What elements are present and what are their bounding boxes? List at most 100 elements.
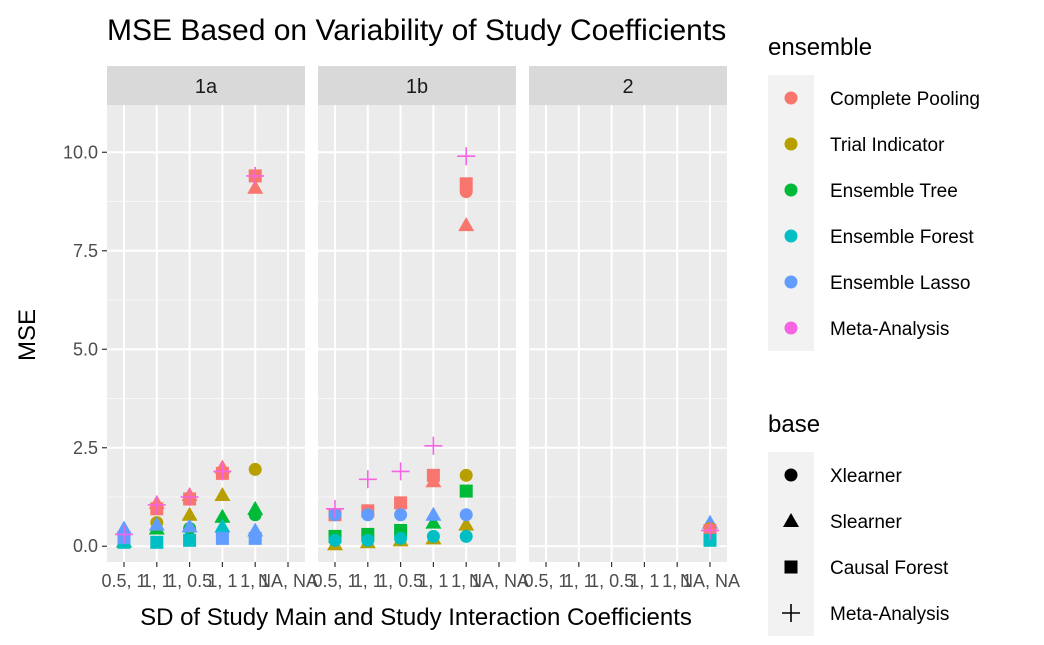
data-point <box>424 436 443 455</box>
facet-strip <box>318 66 516 105</box>
data-point <box>361 533 375 547</box>
data-point <box>457 147 476 166</box>
data-point <box>459 468 473 482</box>
data-point <box>246 166 265 185</box>
legend-base-title: base <box>768 411 820 438</box>
x-tick-label: 1, 0.5 <box>167 571 212 591</box>
legend-base-label: Meta-Analysis <box>830 604 949 625</box>
legend-ensemble-label: Meta-Analysis <box>830 319 949 340</box>
data-point <box>181 518 198 533</box>
facet-panels: 1a 1b 2 <box>107 66 727 562</box>
x-tick-label: 1, 1 <box>418 571 448 591</box>
x-tick-label: NA, NA <box>258 571 318 591</box>
data-point <box>147 495 166 514</box>
legend-shape-key <box>783 513 799 527</box>
legend-color-key <box>784 229 798 243</box>
data-point <box>458 217 475 232</box>
legend-color-key <box>784 321 798 335</box>
x-tick-label: 1, 1 <box>564 571 594 591</box>
panel-background <box>318 105 516 562</box>
data-point <box>183 533 197 547</box>
data-point <box>358 470 377 489</box>
legend-ensemble: ensemble Complete Pooling Trial Indicator E… <box>768 34 980 351</box>
facet-label: 1a <box>195 76 218 98</box>
data-point <box>214 518 231 533</box>
legend-color-key <box>784 137 798 151</box>
facet-label: 1b <box>406 76 428 98</box>
y-axis: 0.0 2.5 5.0 7.5 10.0 <box>63 142 107 556</box>
x-tick-label: 0.5, 1 <box>101 571 146 591</box>
data-point <box>458 516 475 531</box>
data-point <box>180 487 199 506</box>
data-point <box>115 525 133 544</box>
data-point <box>215 531 229 545</box>
data-point <box>214 487 231 502</box>
data-point <box>328 533 342 547</box>
facet-strip <box>529 66 727 105</box>
x-tick-label: 1, 0.5 <box>589 571 634 591</box>
legend-ensemble-label: Complete Pooling <box>830 89 980 110</box>
x-axis-title: SD of Study Main and Study Interaction C… <box>140 604 692 631</box>
data-point <box>391 462 410 481</box>
panel-background <box>107 105 305 562</box>
y-tick-label: 10.0 <box>63 142 98 162</box>
x-tick-label: 0.5, 1 <box>523 571 568 591</box>
data-point <box>426 529 440 543</box>
data-point <box>361 508 375 522</box>
x-tick-label: 1, 1 <box>662 571 692 591</box>
legend-shape-key <box>784 468 798 482</box>
y-tick-label: 7.5 <box>73 241 98 261</box>
legend-ensemble-label: Ensemble Lasso <box>830 273 970 294</box>
data-point <box>248 531 262 545</box>
x-tick-label: 1, 1 <box>142 571 172 591</box>
data-point <box>181 506 198 521</box>
legend-ensemble-label: Ensemble Tree <box>830 181 958 202</box>
data-point <box>248 462 262 476</box>
data-point <box>701 521 719 540</box>
data-point <box>425 514 442 529</box>
legend-ensemble-title: ensemble <box>768 34 872 61</box>
data-point <box>394 496 408 510</box>
x-tick-label: 1, 1 <box>240 571 270 591</box>
data-point <box>703 533 717 547</box>
facet-label: 2 <box>622 76 633 98</box>
x-tick-label: 1, 0.5 <box>378 571 423 591</box>
y-tick-label: 0.0 <box>73 536 98 556</box>
x-tick-label: 1, 1 <box>353 571 383 591</box>
panel-background <box>529 105 727 562</box>
x-axis: 0.5, 11, 11, 0.51, 1 1, 1NA, NA0.5, 11, 1… <box>101 562 740 591</box>
legend-shape-key <box>782 604 800 622</box>
legend-shape-key <box>784 560 798 574</box>
x-tick-label: NA, NA <box>469 571 529 591</box>
legend-ensemble-label: Ensemble Forest <box>830 227 974 248</box>
data-points <box>115 147 719 551</box>
data-point <box>394 508 408 522</box>
data-point <box>459 529 473 543</box>
legend-color-key <box>784 91 798 105</box>
y-tick-label: 5.0 <box>73 339 98 359</box>
y-axis-title: MSE <box>14 309 41 361</box>
x-tick-label: 1, 1 <box>207 571 237 591</box>
data-point <box>326 499 344 518</box>
data-point <box>425 473 442 488</box>
data-point <box>247 179 264 194</box>
data-point <box>425 506 442 521</box>
x-tick-label: 1, 1 <box>629 571 659 591</box>
data-point <box>394 531 408 545</box>
legend-base-label: Xlearner <box>830 466 902 487</box>
x-tick-label: 1, 1 <box>451 571 481 591</box>
legend-ensemble-label: Trial Indicator <box>830 135 945 156</box>
legend-base-label: Causal Forest <box>830 558 949 579</box>
chart-title: MSE Based on Variability of Study Coeffi… <box>107 14 726 47</box>
facet-strip <box>107 66 305 105</box>
x-tick-label: NA, NA <box>680 571 740 591</box>
data-point <box>150 535 164 549</box>
legend-color-key <box>784 275 798 289</box>
legend-base-label: Slearner <box>830 512 902 533</box>
legend-base: base Xlearner Slearner Causal Forest Meta-An… <box>768 411 949 636</box>
x-tick-label: 0.5, 1 <box>312 571 357 591</box>
data-point <box>459 484 473 498</box>
y-tick-label: 2.5 <box>73 438 98 458</box>
data-point <box>148 516 165 531</box>
